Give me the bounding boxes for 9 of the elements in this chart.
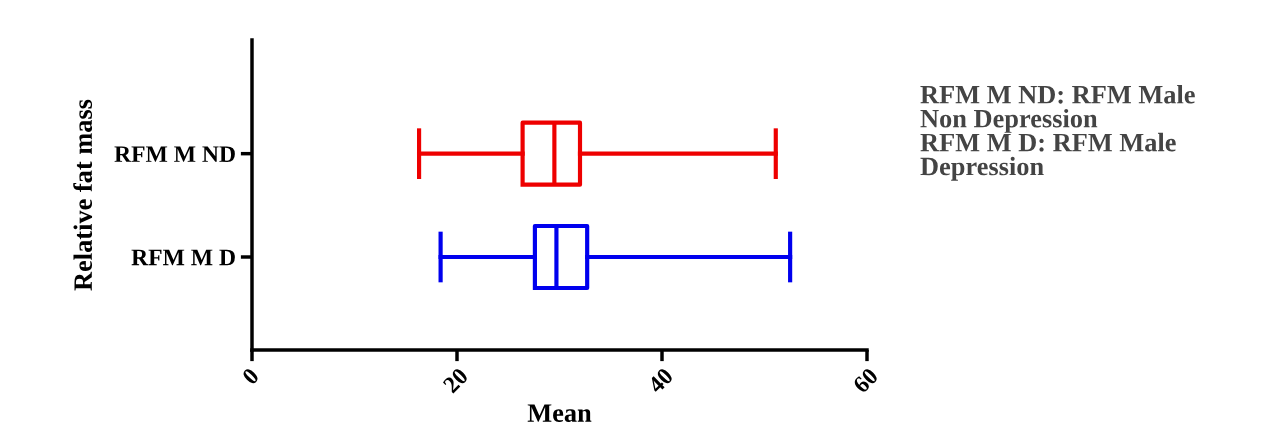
y-tick-label: RFM M ND bbox=[114, 146, 235, 162]
x-tick-label: 60 bbox=[852, 367, 879, 394]
y-axis-title: Relative fat mass bbox=[73, 99, 93, 291]
y-tick-label: RFM M D bbox=[131, 249, 235, 266]
x-axis-title: Mean bbox=[527, 404, 592, 422]
x-tick-label: 0 bbox=[241, 367, 260, 386]
text: RFM M ND: RFM Male Non Depression RFM M D: RFM Male Depression bbox=[920, 85, 1195, 181]
x-tick-label: 40 bbox=[646, 367, 674, 395]
x-tick-label: 20 bbox=[442, 367, 469, 394]
